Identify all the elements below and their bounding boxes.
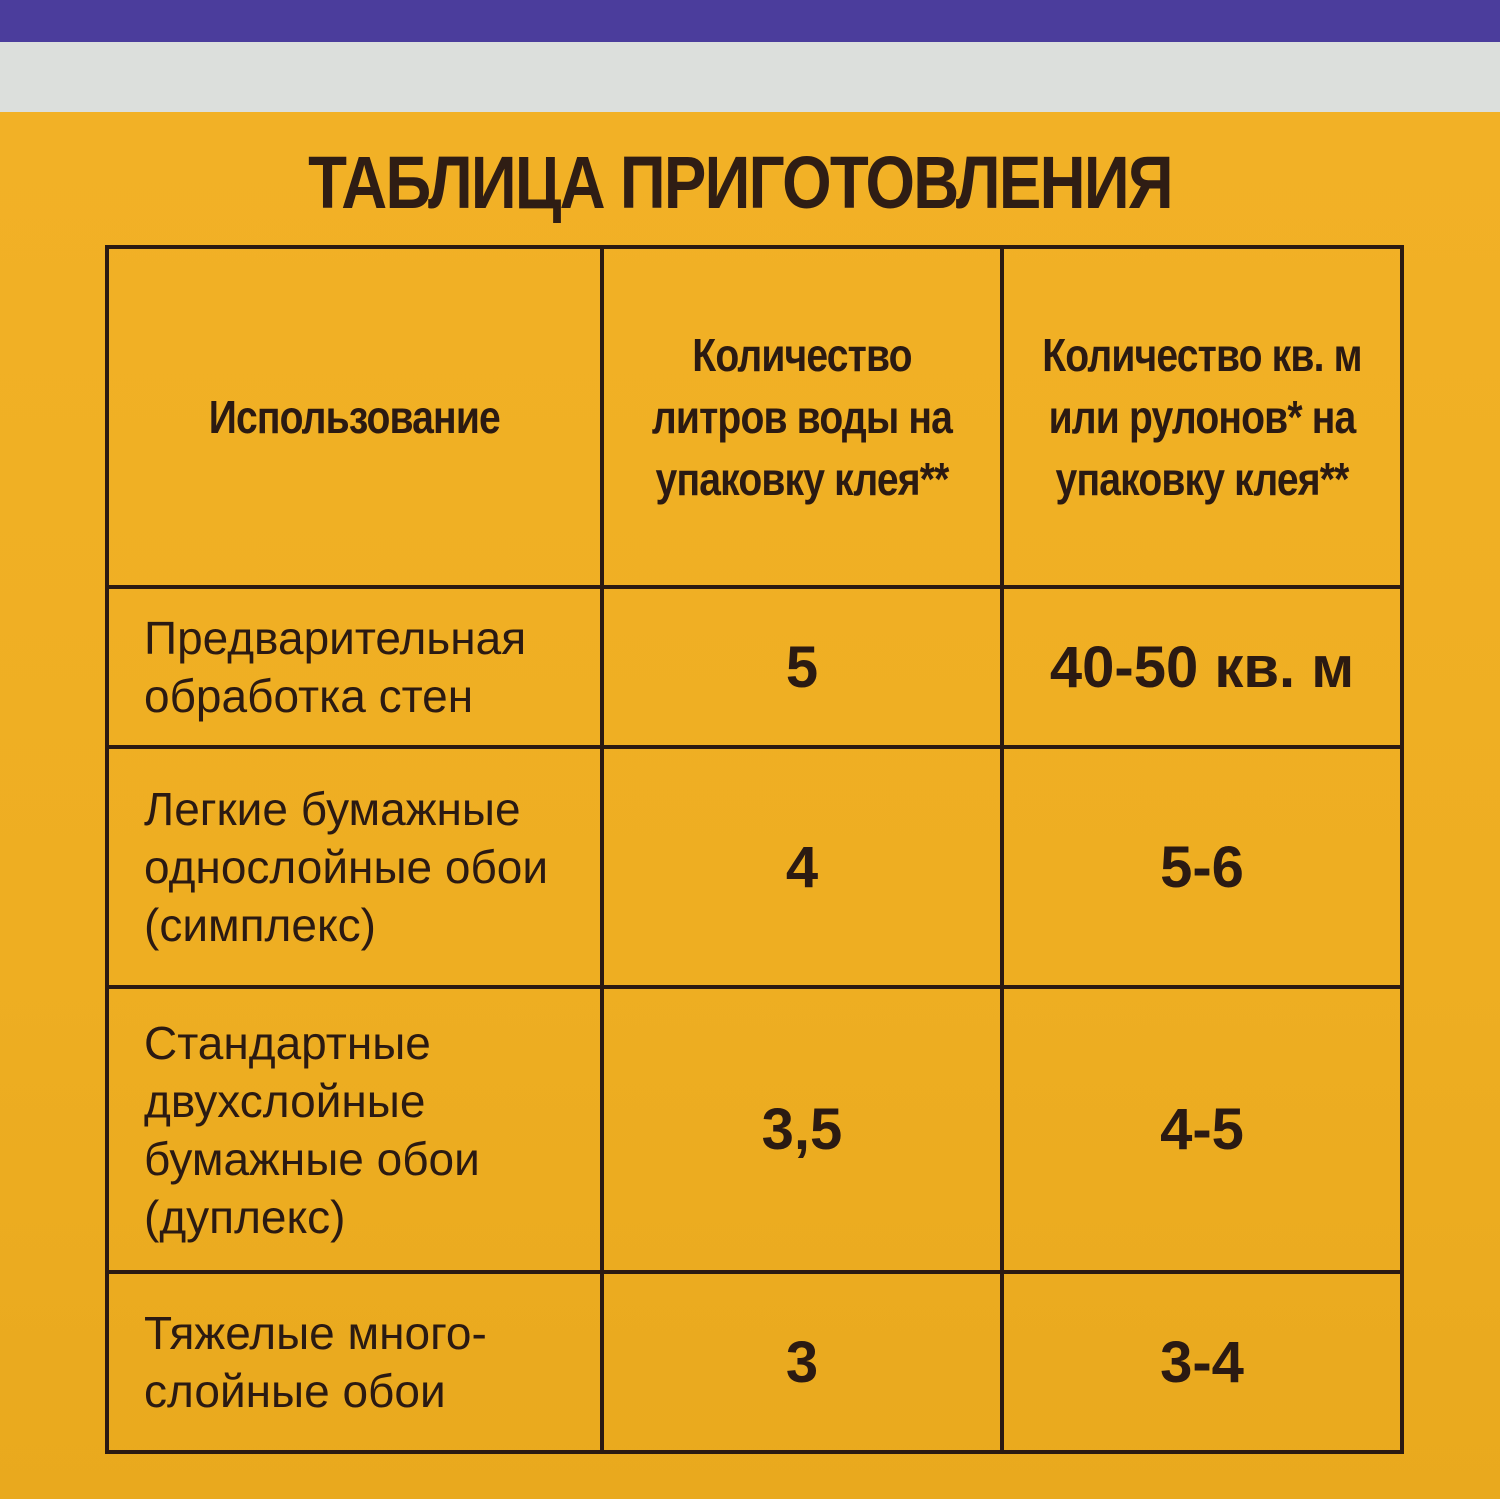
water-cell: 5 <box>600 585 1004 749</box>
coverage-cell: 5-6 <box>1000 745 1404 989</box>
package-seal-strip <box>0 42 1500 112</box>
table-header-row: Использование Количество литров воды на … <box>105 245 1404 589</box>
table-row: Предварительная обработка стен 5 40-50 к… <box>105 585 1404 749</box>
usage-cell: Предварительная обработка стен <box>105 585 604 749</box>
water-cell: 3,5 <box>600 985 1004 1274</box>
water-cell: 4 <box>600 745 1004 989</box>
usage-cell: Стандартные двухслойные бумажные обои (д… <box>105 985 604 1274</box>
header-water: Количество литров воды на упаковку клея*… <box>600 245 1004 589</box>
coverage-cell: 4-5 <box>1000 985 1404 1274</box>
table-title: ТАБЛИЦА ПРИГОТОВЛЕНИЯ <box>308 141 1173 224</box>
table-row: Тяжелые много-слойные обои 3 3-4 <box>105 1270 1404 1454</box>
table-row: Легкие бумажные однослойные обои (симпле… <box>105 745 1404 989</box>
coverage-cell: 3-4 <box>1000 1270 1404 1454</box>
usage-cell: Тяжелые много-слойные обои <box>105 1270 604 1454</box>
header-coverage: Количество кв. м или рулонов* на упаковк… <box>1000 245 1404 589</box>
package-top-band <box>0 0 1500 42</box>
water-cell: 3 <box>600 1270 1004 1454</box>
preparation-table: Использование Количество литров воды на … <box>105 245 1404 1454</box>
usage-cell: Легкие бумажные однослойные обои (симпле… <box>105 745 604 989</box>
table-row: Стандартные двухслойные бумажные обои (д… <box>105 985 1404 1274</box>
coverage-cell: 40-50 кв. м <box>1000 585 1404 749</box>
header-usage: Использование <box>105 245 604 589</box>
